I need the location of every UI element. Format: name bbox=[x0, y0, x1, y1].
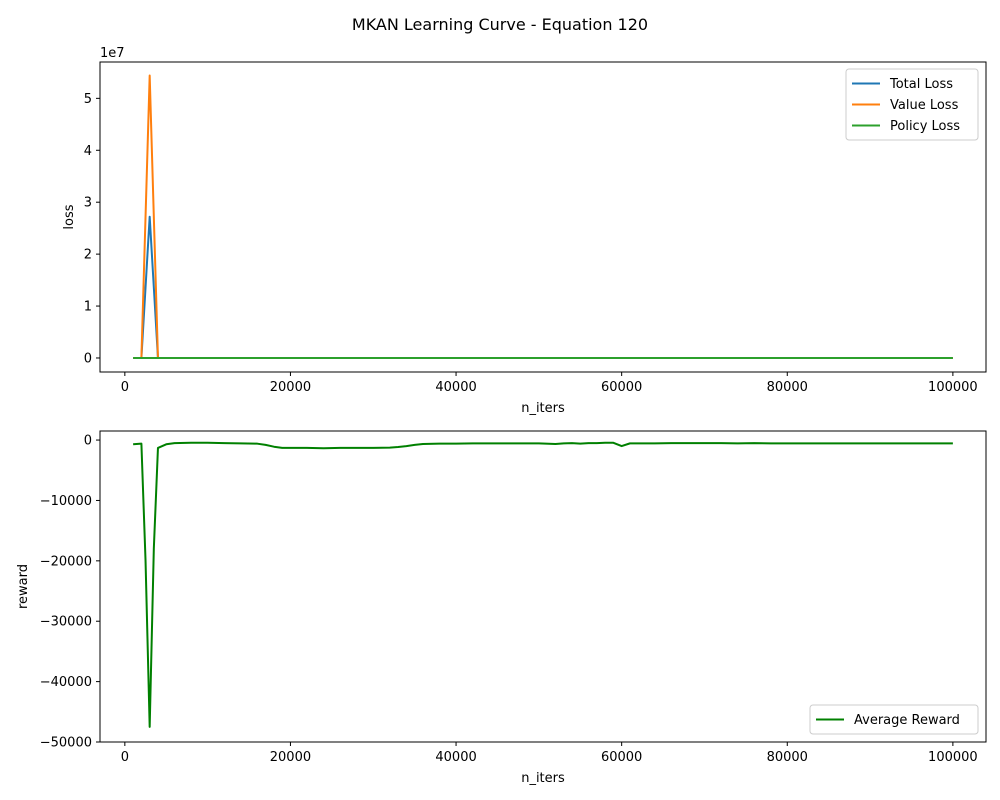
y-tick-label: −20000 bbox=[40, 554, 92, 569]
x-tick-label: 80000 bbox=[767, 750, 808, 765]
legend-box bbox=[845, 68, 979, 141]
axes-frame bbox=[99, 430, 987, 743]
x-tick-label: 20000 bbox=[270, 750, 311, 765]
x-tick-label: 60000 bbox=[601, 750, 642, 765]
y-tick-label: −30000 bbox=[40, 615, 92, 630]
axes-frame bbox=[99, 61, 987, 373]
x-tick-label: 100000 bbox=[928, 750, 978, 765]
loss-subplot: 0 20000 40000 60000 80000 100000 0 1 2 3 4 5 n_iters… bbox=[62, 46, 987, 416]
legend: Total Loss Value Loss Policy Loss bbox=[845, 68, 979, 141]
y-tick-label: −10000 bbox=[40, 494, 92, 509]
y-axis-label: reward bbox=[16, 564, 31, 609]
x-tick-label: 40000 bbox=[435, 750, 476, 765]
series-line-total-loss bbox=[133, 215, 953, 359]
x-tick-label: 40000 bbox=[435, 380, 476, 395]
y-tick-label: 1 bbox=[84, 300, 92, 315]
y-tick-label: 2 bbox=[84, 248, 92, 263]
y-tick-label: 0 bbox=[84, 434, 92, 449]
x-tick-label: 60000 bbox=[601, 380, 642, 395]
x-tick-label: 80000 bbox=[767, 380, 808, 395]
y-tick-label: 0 bbox=[84, 351, 92, 366]
x-tick-label: 0 bbox=[121, 750, 129, 765]
y-axis-label: loss bbox=[62, 204, 77, 229]
legend-label: Average Reward bbox=[854, 713, 960, 728]
y-tick-label: 4 bbox=[84, 144, 92, 159]
legend: Average Reward bbox=[809, 704, 979, 735]
y-offset-label: 1e7 bbox=[100, 46, 125, 61]
y-tick-label: −40000 bbox=[40, 675, 92, 690]
x-axis-label: n_iters bbox=[521, 771, 565, 786]
y-tick-label: −50000 bbox=[40, 736, 92, 751]
x-tick-label: 20000 bbox=[270, 380, 311, 395]
legend-label: Total Loss bbox=[889, 77, 953, 92]
legend-box bbox=[809, 704, 979, 735]
x-axis-label: n_iters bbox=[521, 401, 565, 416]
y-tick-label: 5 bbox=[84, 92, 92, 107]
x-tick-label: 100000 bbox=[928, 380, 978, 395]
series-line-value-loss bbox=[133, 74, 953, 359]
y-tick-label: 3 bbox=[84, 196, 92, 211]
figure-title: MKAN Learning Curve - Equation 120 bbox=[352, 15, 648, 34]
x-tick-label: 0 bbox=[121, 380, 129, 395]
legend-label: Policy Loss bbox=[890, 119, 960, 134]
reward-subplot: 0 20000 40000 60000 80000 100000 0 −10000 −20000… bbox=[16, 430, 987, 786]
legend-label: Value Loss bbox=[890, 98, 959, 113]
series-line-average-reward bbox=[133, 441, 953, 728]
